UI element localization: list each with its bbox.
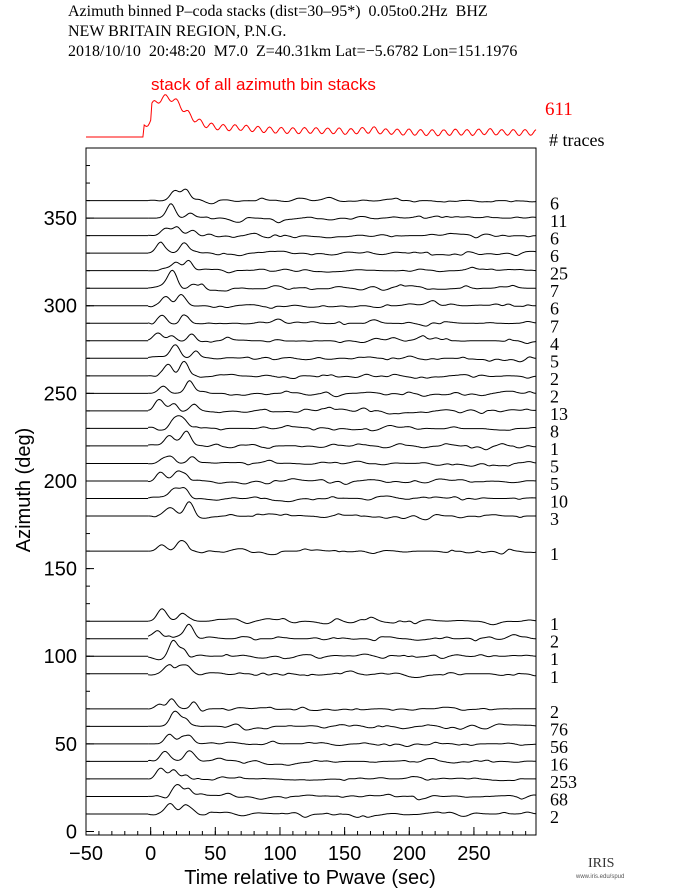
y-axis-label: Azimuth (deg) xyxy=(13,428,35,553)
trace-line xyxy=(148,501,536,521)
header-line-2: NEW BRITAIN REGION, P.N.G. xyxy=(68,23,287,40)
iris-url: www.iris.edu/spud xyxy=(576,874,625,880)
trace-line xyxy=(148,455,537,467)
trace-count-label: 6 xyxy=(550,229,559,249)
traces-label: # traces xyxy=(549,130,604,150)
y-tick-label: 0 xyxy=(66,821,77,843)
y-tick-label: 150 xyxy=(44,559,77,581)
trace-line xyxy=(148,664,537,678)
trace-counts: 2682531656762112113105518132254767256611… xyxy=(550,194,577,827)
trace-line xyxy=(147,639,537,661)
trace-count-label: 16 xyxy=(550,754,568,774)
trace-count-label: 6 xyxy=(550,246,559,266)
trace-count-label: 4 xyxy=(550,334,559,354)
trace-count-label: 2 xyxy=(550,386,559,406)
trace-count-label: 5 xyxy=(550,474,559,494)
trace-count-label: 6 xyxy=(550,299,559,319)
trace-count-label: 56 xyxy=(550,737,568,757)
header-line-3: 2018/10/10 20:48:20 M7.0 Z=40.31km Lat=−… xyxy=(68,43,518,60)
trace-line xyxy=(148,710,537,731)
trace-count-label: 2 xyxy=(550,632,559,652)
trace-count-label: 10 xyxy=(550,492,568,512)
trace-line xyxy=(148,380,537,398)
trace-count-label: 6 xyxy=(550,194,559,214)
trace-line xyxy=(148,269,536,292)
trace-line xyxy=(148,783,537,801)
trace-line xyxy=(148,767,536,782)
trace-line xyxy=(148,241,537,257)
trace-line xyxy=(148,294,536,309)
y-tick-label: 100 xyxy=(44,646,77,668)
y-tick-label: 300 xyxy=(44,296,77,318)
trace-line xyxy=(148,608,537,626)
trace-line xyxy=(148,203,537,224)
x-tick-label: 250 xyxy=(457,843,490,865)
x-tick-label: 0 xyxy=(145,843,156,865)
trace-count-label: 7 xyxy=(550,281,559,301)
trace-count-label: 76 xyxy=(550,719,568,739)
trace-count-label: 25 xyxy=(550,264,568,284)
stack-line xyxy=(86,94,537,138)
trace-count-label: 7 xyxy=(550,316,559,336)
stack-label: stack of all azimuth bin stacks xyxy=(151,75,376,94)
x-axis-label: Time relative to Pwave (sec) xyxy=(184,867,436,889)
header-line-1: Azimuth binned P–coda stacks (dist=30–95… xyxy=(68,3,488,20)
trace-line xyxy=(148,802,537,818)
trace-line xyxy=(148,259,537,274)
x-tick-label: 100 xyxy=(263,843,296,865)
y-tick-label: 50 xyxy=(55,734,77,756)
trace-series xyxy=(87,188,537,818)
trace-count-label: 13 xyxy=(550,404,568,424)
trace-line xyxy=(148,698,536,712)
trace-count-label: 2 xyxy=(550,702,559,722)
trace-line xyxy=(148,188,537,205)
trace-line xyxy=(148,360,537,379)
y-tick-label: 250 xyxy=(44,383,77,405)
trace-count-label: 1 xyxy=(550,439,559,459)
trace-line xyxy=(147,623,536,642)
trace-line xyxy=(147,332,537,345)
trace-count-label: 253 xyxy=(550,772,577,792)
trace-line xyxy=(147,314,537,327)
trace-count-label: 11 xyxy=(550,211,567,231)
trace-count-label: 1 xyxy=(550,544,559,564)
trace-line xyxy=(148,539,537,556)
trace-count-label: 3 xyxy=(550,509,559,529)
trace-line xyxy=(148,344,537,363)
trace-count-label: 1 xyxy=(550,667,559,687)
stack-count: 611 xyxy=(545,99,573,120)
x-tick-label: −50 xyxy=(69,843,103,865)
stack-panel: stack of all azimuth bin stacks 611 # trac… xyxy=(86,75,604,150)
trace-count-label: 68 xyxy=(550,789,568,809)
x-tick-label: 200 xyxy=(393,843,426,865)
trace-line xyxy=(148,733,537,748)
trace-count-label: 1 xyxy=(550,649,559,669)
trace-count-label: 1 xyxy=(550,614,559,634)
trace-count-label: 5 xyxy=(550,456,559,476)
trace-count-label: 2 xyxy=(550,807,559,827)
plot-frame xyxy=(85,147,537,836)
trace-line xyxy=(148,226,537,239)
y-tick-label: 350 xyxy=(44,208,77,230)
trace-line xyxy=(148,430,536,451)
trace-line xyxy=(148,486,537,503)
x-tick-label: 150 xyxy=(328,843,361,865)
trace-count-label: 5 xyxy=(550,351,559,371)
trace-line xyxy=(148,415,537,432)
trace-line xyxy=(148,750,537,766)
trace-line xyxy=(147,398,536,415)
trace-count-label: 2 xyxy=(550,369,559,389)
trace-count-label: 8 xyxy=(550,421,559,441)
y-tick-label: 200 xyxy=(44,471,77,493)
trace-line xyxy=(148,470,536,485)
axes: −50 0 50 100 150 200 250050100150200250300350T… xyxy=(13,165,527,889)
iris-logo: IRIS xyxy=(588,856,615,871)
x-tick-label: 50 xyxy=(204,843,226,865)
